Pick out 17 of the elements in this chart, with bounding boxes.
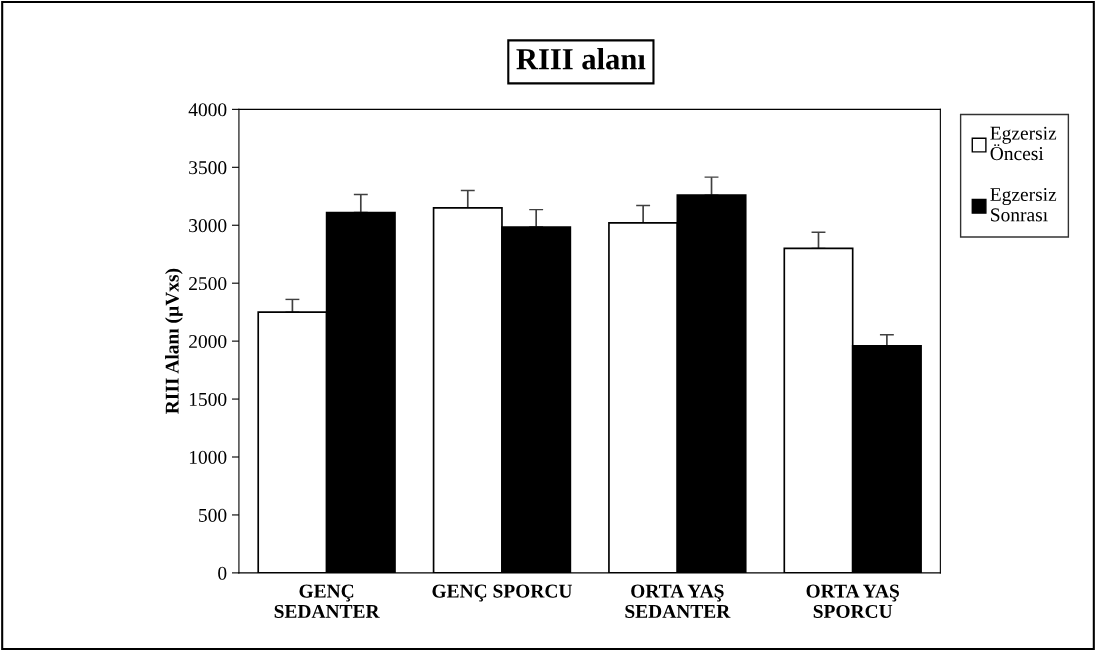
- y-tick-label: 4000: [188, 103, 227, 117]
- y-tick-label: 3500: [189, 161, 227, 175]
- y-tick-label: 3000: [189, 219, 227, 233]
- y-tick-label: 0: [218, 566, 227, 580]
- y-axis-title: RIII Alanı (µVxs): [165, 268, 183, 414]
- y-tick-label: 1000: [189, 450, 227, 464]
- chart-title: RIII alanı: [516, 47, 646, 70]
- y-tick-label: 2000: [189, 334, 227, 349]
- legend-label: Egzersiz Sonrası: [990, 187, 1057, 222]
- x-tick-label: GENÇ SEDANTER: [274, 584, 380, 619]
- y-tick-label: 2500: [189, 277, 227, 291]
- x-tick-label: ORTA YAŞ SPORCU: [806, 584, 899, 619]
- x-tick-label: GENÇ SPORCU: [432, 584, 572, 602]
- x-tick-label: ORTA YAŞ SEDANTER: [625, 584, 731, 619]
- legend-label: Egzersiz Öncesi: [990, 126, 1057, 161]
- y-tick-label: 500: [199, 508, 227, 522]
- y-tick-label: 1500: [189, 392, 227, 406]
